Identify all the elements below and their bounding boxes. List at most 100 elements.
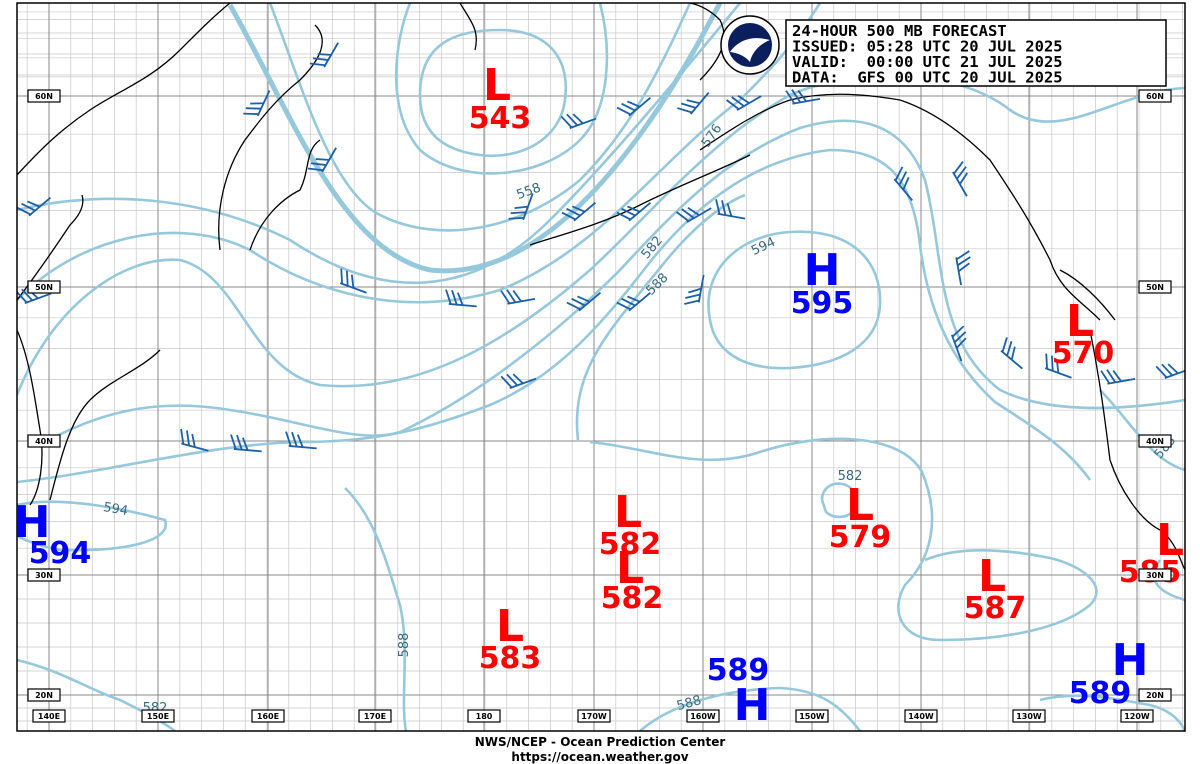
geo-label-box <box>1138 89 1172 103</box>
contour <box>344 487 408 731</box>
center-letter: L <box>978 551 1006 602</box>
geo-label: 170W <box>581 712 607 721</box>
center-value: 570 <box>1052 336 1115 371</box>
center-value: 594 <box>29 536 92 571</box>
contour-label: 582 <box>838 469 863 484</box>
geo-label-box <box>577 709 611 723</box>
geo-label-box <box>1120 709 1154 723</box>
contour <box>17 3 822 304</box>
center-letter: L <box>846 480 874 531</box>
geo-label-box <box>141 709 175 723</box>
geo-label: 160E <box>257 712 279 721</box>
map-frame <box>16 2 1186 732</box>
contour <box>17 74 1185 396</box>
contour <box>17 3 742 284</box>
contour <box>227 3 723 274</box>
contour <box>1039 694 1185 731</box>
center-letter: L <box>614 487 642 538</box>
title-line: ISSUED: 05:28 UTC 20 JUL 2025 <box>792 38 1063 56</box>
center-letter: L <box>1066 296 1094 347</box>
center-value: 582 <box>601 581 664 616</box>
geo-label: 50N <box>35 283 53 292</box>
contour <box>418 28 568 158</box>
geo-label-box <box>358 709 392 723</box>
contour <box>395 3 609 175</box>
geo-label-box <box>1138 568 1172 582</box>
contour <box>707 230 882 370</box>
contour <box>820 482 858 519</box>
geo-label: 140E <box>38 712 60 721</box>
coastline <box>1089 329 1185 571</box>
geo-label: 180 <box>476 712 493 721</box>
coastline <box>529 154 751 246</box>
geo-label: 60N <box>35 92 53 101</box>
center-letter: L <box>483 60 511 111</box>
coastline <box>699 93 1101 321</box>
contour <box>1152 559 1185 602</box>
map-background <box>17 3 1185 731</box>
geo-label: 20N <box>1146 691 1164 700</box>
center-letter: L <box>1156 515 1184 566</box>
center-letter: H <box>14 497 51 548</box>
geo-label: 130W <box>1016 712 1042 721</box>
pressure-centers: L543H595L570H594L582L582L579L583L587L585… <box>14 60 1184 731</box>
center-value: 543 <box>469 101 532 136</box>
title-line: DATA: GFS 00 UTC 20 JUL 2025 <box>792 69 1063 87</box>
coastline <box>17 329 43 506</box>
center-value: 579 <box>829 520 892 555</box>
coastline <box>17 3 231 176</box>
contour <box>589 437 941 642</box>
title-line: VALID: 00:00 UTC 21 JUL 2025 <box>792 53 1063 71</box>
geo-label: 120W <box>1124 712 1150 721</box>
contour-label: 588 <box>397 633 412 658</box>
coastline <box>1059 269 1116 321</box>
contour <box>639 686 862 731</box>
geo-label-box <box>1138 434 1172 448</box>
contour-label: 588 <box>675 693 703 714</box>
geo-label: 40N <box>1146 437 1164 446</box>
geo-label-box <box>27 688 61 702</box>
geo-label-box <box>686 709 720 723</box>
center-letter: L <box>496 601 524 652</box>
geo-labels: 60N 60N 50N 50N 40N 40N 30N 30N 20N 20N 140E 150E 16… <box>27 89 1172 723</box>
geo-label: 30N <box>35 571 53 580</box>
geo-label: 20N <box>35 691 53 700</box>
coastline <box>17 194 84 301</box>
center-value: 582 <box>599 527 662 562</box>
geo-label: 60N <box>1146 92 1164 101</box>
geo-label: 170E <box>364 712 386 721</box>
geo-label-box <box>251 709 285 723</box>
geo-label: 160W <box>690 712 716 721</box>
geo-label-box <box>27 434 61 448</box>
center-value: 587 <box>964 591 1027 626</box>
center-value: 583 <box>479 641 542 676</box>
noaa-logo <box>720 15 780 75</box>
footer-line: https://ocean.weather.gov <box>511 750 688 764</box>
logo-bird <box>730 38 770 62</box>
contour-label: 594 <box>102 500 129 519</box>
contour <box>17 500 168 552</box>
coastline <box>49 349 161 501</box>
coastline <box>459 3 725 81</box>
geo-label: 40N <box>35 437 53 446</box>
center-value: 589 <box>707 653 770 688</box>
geo-label-box <box>1012 709 1046 723</box>
geo-label-box <box>795 709 829 723</box>
coastline <box>249 139 321 251</box>
geo-label-box <box>27 280 61 294</box>
title-box <box>785 19 1167 87</box>
geo-label: 50N <box>1146 283 1164 292</box>
geo-label: 30N <box>1146 571 1164 580</box>
geo-label-box <box>32 709 66 723</box>
coastlines <box>17 3 1185 571</box>
center-letter: H <box>734 680 771 731</box>
geo-label-box <box>904 709 938 723</box>
center-letter: H <box>804 245 841 296</box>
contours <box>17 3 1185 731</box>
footer-line: NWS/NCEP - Ocean Prediction Center <box>475 735 726 749</box>
geo-label: 140W <box>908 712 934 721</box>
